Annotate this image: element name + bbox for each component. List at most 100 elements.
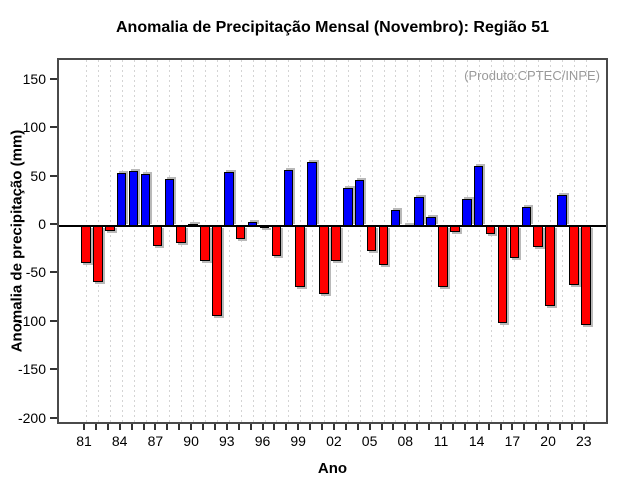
x-tick <box>475 424 478 430</box>
gridline <box>121 60 123 422</box>
x-tick-label: 02 <box>326 433 342 449</box>
bar-1994 <box>235 226 246 239</box>
y-tick <box>50 223 57 225</box>
gridline <box>454 60 456 422</box>
x-tick <box>416 424 419 430</box>
gridline <box>407 60 409 422</box>
x-tick <box>249 424 252 430</box>
bar-1996 <box>259 226 270 228</box>
bar-2001 <box>319 226 329 294</box>
source-annotation: (Produto:CPTEC/INPE) <box>464 68 600 83</box>
gridline <box>431 60 433 422</box>
gridline <box>169 60 171 422</box>
y-tick <box>50 126 57 129</box>
gridline <box>347 60 349 422</box>
bar-1984 <box>116 172 127 226</box>
x-tick <box>463 424 466 430</box>
x-tick <box>535 424 538 430</box>
x-tick <box>309 424 312 430</box>
bar-2023 <box>581 226 591 325</box>
bar-1995 <box>247 222 258 226</box>
x-tick <box>83 424 85 430</box>
x-tick <box>213 424 216 430</box>
x-tick <box>487 424 490 430</box>
x-tick <box>178 424 181 430</box>
x-tick <box>499 424 502 430</box>
x-axis-label: Ano <box>317 460 348 477</box>
y-tick <box>50 271 57 274</box>
x-tick <box>523 424 526 430</box>
bar-1985 <box>128 170 139 226</box>
gridline <box>312 60 314 422</box>
y-tick-label: -100 <box>17 312 46 329</box>
x-tick <box>356 424 359 430</box>
x-tick <box>451 424 454 430</box>
y-tick-label: 0 <box>38 216 46 232</box>
bar-2005 <box>366 226 377 252</box>
gridline <box>526 60 528 422</box>
bar-2022 <box>569 226 579 286</box>
gridline <box>240 60 242 422</box>
x-tick <box>440 424 442 430</box>
bar-1998 <box>283 169 294 226</box>
gridline <box>395 60 397 422</box>
y-tick-label: -50 <box>25 264 46 281</box>
bar-2015 <box>485 226 496 234</box>
y-tick-label: 50 <box>30 167 46 184</box>
x-tick-label: 81 <box>76 433 92 449</box>
x-tick <box>344 424 347 430</box>
x-tick-label: 17 <box>504 433 521 449</box>
gridline <box>562 60 563 422</box>
y-tick <box>50 319 57 322</box>
gridline <box>466 60 468 422</box>
bar-1991 <box>200 226 210 261</box>
bar-1989 <box>176 226 186 244</box>
x-tick-label: 23 <box>576 433 592 449</box>
bar-2000 <box>307 162 317 226</box>
y-tick-label: -200 <box>17 409 46 426</box>
bar-1983 <box>105 226 115 231</box>
x-tick <box>368 424 371 430</box>
x-tick-label: 05 <box>361 433 378 449</box>
x-tick-label: 20 <box>540 433 556 449</box>
x-tick <box>547 424 550 430</box>
bar-2016 <box>497 226 508 323</box>
x-tick <box>559 424 561 430</box>
bar-2010 <box>426 217 436 226</box>
bar-2008 <box>402 224 413 227</box>
x-tick <box>332 424 335 430</box>
x-tick-label: 90 <box>183 433 199 449</box>
bar-1981 <box>81 226 91 263</box>
bar-1992 <box>212 226 222 317</box>
bar-1990 <box>188 224 198 227</box>
bar-1987 <box>152 226 163 247</box>
bar-1986 <box>140 173 151 226</box>
x-tick <box>154 424 157 430</box>
x-tick <box>202 424 204 430</box>
x-tick-label: 14 <box>468 433 485 449</box>
x-tick <box>273 424 276 430</box>
y-tick <box>50 416 57 419</box>
bar-1999 <box>295 226 305 288</box>
x-tick <box>285 424 288 430</box>
x-tick <box>428 424 431 430</box>
bar-2007 <box>390 210 401 226</box>
bar-1988 <box>164 179 175 226</box>
x-tick <box>321 424 323 430</box>
x-tick-label: 08 <box>397 433 414 449</box>
bar-2012 <box>450 226 460 232</box>
bar-2018 <box>521 206 532 226</box>
bar-1997 <box>271 226 282 257</box>
x-tick <box>511 424 514 430</box>
gridline <box>490 60 492 422</box>
chart-title: Anomalia de Precipitação Mensal (Novembr… <box>115 19 549 36</box>
bar-2003 <box>343 188 353 226</box>
bar-1993 <box>224 171 234 226</box>
x-tick <box>190 424 193 430</box>
x-tick <box>130 424 133 430</box>
y-tick-label: 150 <box>22 70 46 87</box>
x-tick <box>237 424 240 430</box>
x-tick-label: 11 <box>433 433 449 449</box>
bar-1982 <box>93 226 103 283</box>
